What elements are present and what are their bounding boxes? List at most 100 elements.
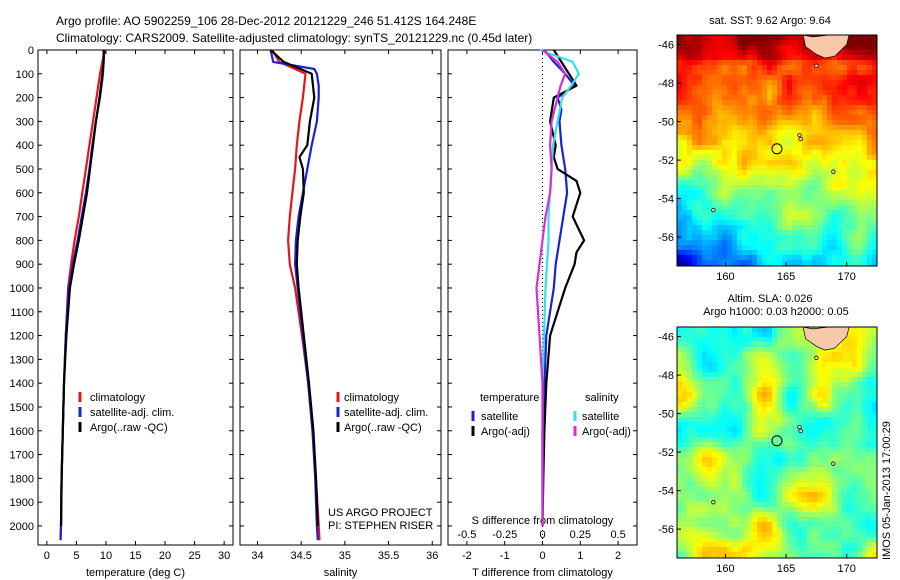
map-cell (857, 200, 862, 205)
map-cell (762, 537, 767, 542)
map-cell (712, 85, 717, 90)
map-cell (802, 392, 807, 397)
map-cell (677, 417, 682, 422)
map-cell (752, 110, 757, 115)
map-cell (742, 447, 747, 452)
map-cell (677, 255, 682, 260)
map-cell (797, 50, 802, 55)
map-cell (752, 45, 757, 50)
map-cell (757, 482, 762, 487)
map-cell (767, 502, 772, 507)
map-cell (707, 215, 712, 220)
map-cell (692, 35, 697, 40)
map-cell (842, 200, 847, 205)
map-cell (687, 95, 692, 100)
map-cell (702, 462, 707, 467)
map-cell (827, 235, 832, 240)
map-cell (802, 150, 807, 155)
map-cell (677, 342, 682, 347)
map-cell (707, 110, 712, 115)
map-cell (782, 90, 787, 95)
map-cell (862, 245, 867, 250)
map-cell (847, 437, 852, 442)
map-cell (702, 210, 707, 215)
map-cell (792, 235, 797, 240)
map-cell (752, 502, 757, 507)
map-cell (797, 352, 802, 357)
map-cell (842, 512, 847, 517)
map-cell (732, 155, 737, 160)
map-cell (842, 65, 847, 70)
map-cell (732, 487, 737, 492)
map-cell (732, 75, 737, 80)
map-cell (867, 332, 872, 337)
map-cell (862, 255, 867, 260)
map-cell (797, 230, 802, 235)
map-cell (862, 417, 867, 422)
map-cell (687, 397, 692, 402)
map-cell (762, 442, 767, 447)
map-cell (787, 507, 792, 512)
map-cell (802, 522, 807, 527)
map-cell (707, 95, 712, 100)
map-cell (717, 502, 722, 507)
map-cell (732, 427, 737, 432)
map-cell (812, 120, 817, 125)
map-cell (817, 407, 822, 412)
map-cell (742, 457, 747, 462)
series-line-1.2 (269, 49, 319, 527)
map-cell (692, 522, 697, 527)
map-cell (872, 135, 877, 140)
island (814, 63, 819, 68)
map-cell (767, 337, 772, 342)
map-cell (707, 482, 712, 487)
map-cell (697, 240, 702, 245)
map-cell (802, 45, 807, 50)
map-cell (857, 497, 862, 502)
map-cell (697, 200, 702, 205)
map-cell (752, 487, 757, 492)
map-cell (792, 230, 797, 235)
map-cell (852, 507, 857, 512)
map-cell (737, 382, 742, 387)
map-cell (867, 542, 872, 547)
map-cell (867, 367, 872, 372)
map-cell (792, 327, 797, 332)
map-cell (802, 230, 807, 235)
map-cell (812, 185, 817, 190)
map-cell (772, 205, 777, 210)
map-cell (807, 55, 812, 60)
map-cell (772, 387, 777, 392)
map-cell (692, 75, 697, 80)
map-cell (782, 110, 787, 115)
map-cell (847, 260, 852, 265)
map-cell (777, 357, 782, 362)
map-cell (777, 145, 782, 150)
map-cell (677, 332, 682, 337)
map-cell (862, 120, 867, 125)
map-cell (822, 382, 827, 387)
map-cell (722, 250, 727, 255)
map-cell (837, 55, 842, 60)
map-cell (772, 230, 777, 235)
map-cell (712, 45, 717, 50)
map-cell (707, 40, 712, 45)
map-cell (827, 200, 832, 205)
map-cell (857, 362, 862, 367)
map-cell (792, 522, 797, 527)
map-cell (872, 105, 877, 110)
map-cell (782, 407, 787, 412)
map-cell (757, 95, 762, 100)
y-tick-label: 1600 (10, 426, 34, 438)
map-cell (872, 507, 877, 512)
map-cell (682, 332, 687, 337)
y-tick-label: 1100 (10, 307, 34, 319)
map-cell (772, 225, 777, 230)
map-cell (692, 65, 697, 70)
map-cell (837, 372, 842, 377)
map-cell (737, 432, 742, 437)
map-cell (722, 100, 727, 105)
map-cell (772, 165, 777, 170)
map-cell (752, 85, 757, 90)
map-cell (862, 402, 867, 407)
